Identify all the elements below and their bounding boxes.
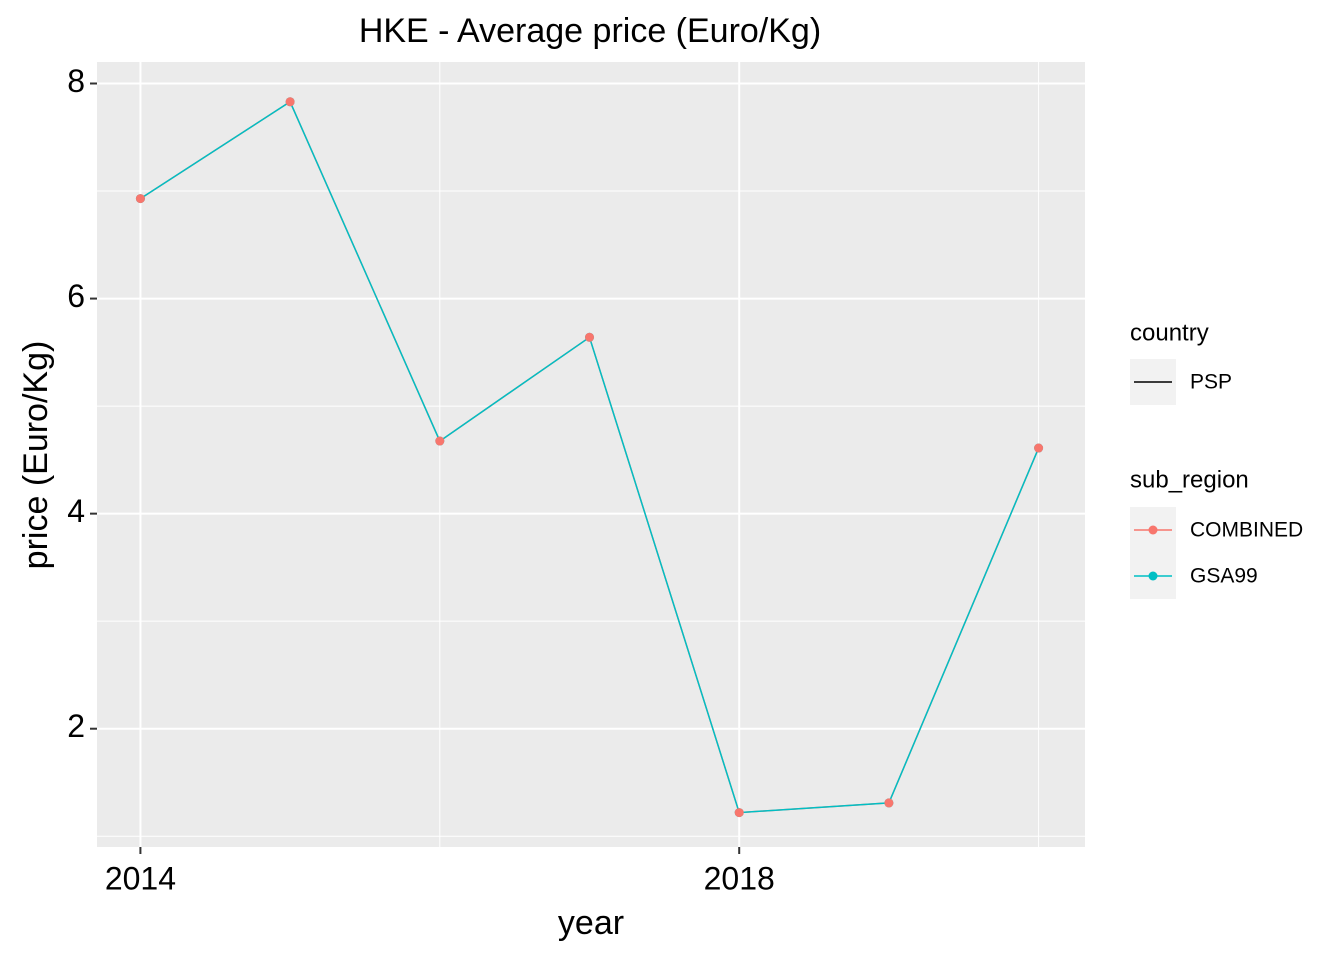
legend-title: sub_region <box>1130 466 1249 493</box>
x-tick-label: 2018 <box>704 860 775 896</box>
panel <box>97 62 1085 847</box>
x-axis-title: year <box>558 904 624 942</box>
data-point <box>1034 443 1044 453</box>
x-tick-label: 2014 <box>105 860 176 896</box>
y-axis-title: price (Euro/Kg) <box>17 341 55 570</box>
y-tick-label: 4 <box>67 493 85 529</box>
data-point <box>734 808 744 818</box>
y-tick-label: 8 <box>67 63 85 99</box>
legend-label: COMBINED <box>1190 519 1303 542</box>
data-point <box>884 798 894 808</box>
data-point <box>435 436 445 446</box>
data-point <box>135 194 145 204</box>
data-point <box>285 97 295 107</box>
legend-label: PSP <box>1190 371 1232 394</box>
legend-point <box>1148 571 1158 581</box>
y-tick-label: 6 <box>67 278 85 314</box>
chart-title: HKE - Average price (Euro/Kg) <box>359 12 821 50</box>
legend-title: country <box>1130 319 1209 346</box>
y-tick-label: 2 <box>67 708 85 744</box>
data-point <box>585 332 595 342</box>
legend-label: GSA99 <box>1190 565 1258 588</box>
legend-point <box>1148 525 1158 535</box>
